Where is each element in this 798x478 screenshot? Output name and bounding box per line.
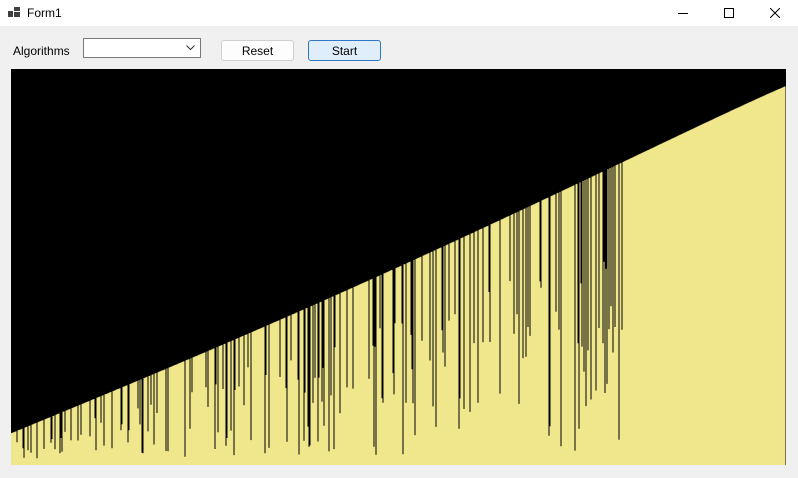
- close-icon: [770, 8, 780, 18]
- minimize-button[interactable]: [660, 0, 706, 26]
- window-title: Form1: [27, 6, 62, 20]
- close-button[interactable]: [752, 0, 798, 26]
- algorithms-combobox[interactable]: [83, 38, 201, 58]
- form-app-icon: [8, 7, 20, 18]
- maximize-button[interactable]: [706, 0, 752, 26]
- toolbar: Algorithms Reset Start: [0, 26, 798, 68]
- reset-button[interactable]: Reset: [221, 40, 294, 61]
- maximize-icon: [724, 8, 734, 18]
- chevron-down-icon: [186, 45, 195, 51]
- title-bar[interactable]: Form1: [0, 0, 798, 26]
- array-bars: [11, 86, 786, 465]
- minimize-icon: [678, 13, 688, 14]
- start-button[interactable]: Start: [308, 40, 381, 61]
- sort-visualization-canvas: [11, 69, 786, 465]
- algorithms-label: Algorithms: [13, 44, 70, 58]
- sort-visualization-svg: [11, 69, 786, 465]
